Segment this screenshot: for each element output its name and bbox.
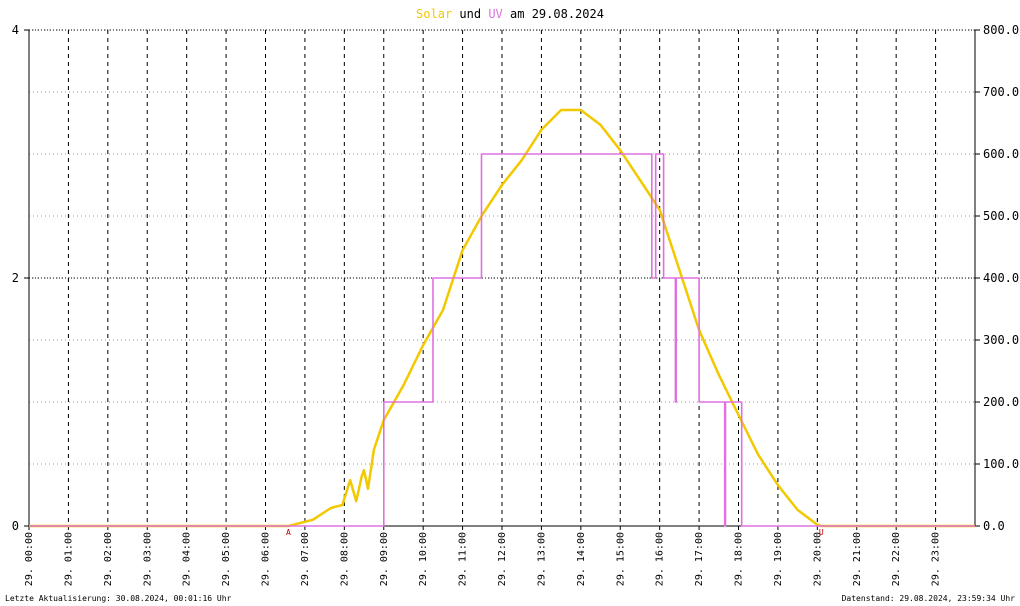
- x-tick-label: 29. 02:00: [103, 532, 114, 586]
- x-tick-label: 29. 05:00: [221, 532, 232, 586]
- footer-right: Datenstand: 29.08.2024, 23:59:34 Uhr: [842, 594, 1016, 603]
- title-joiner: und: [459, 7, 481, 21]
- x-tick-label: 29. 10:00: [418, 532, 429, 586]
- data-line: [29, 153, 975, 527]
- x-tick-label: 29. 16:00: [655, 532, 666, 586]
- y2-tick-label: 600.0: [983, 147, 1019, 161]
- y2-tick-label: 100.0: [983, 457, 1019, 471]
- x-tick-label: 29. 01:00: [63, 532, 74, 586]
- x-tick-label: 29. 23:00: [931, 532, 942, 586]
- title-suffix: am 29.08.2024: [510, 7, 604, 21]
- x-tick-label: 29. 07:00: [300, 532, 311, 586]
- y2-tick-label: 0.0: [983, 519, 1005, 533]
- title-solar: Solar: [416, 7, 452, 21]
- annotation: A: [286, 528, 291, 537]
- annotation: U: [819, 528, 824, 537]
- x-tick-label: 29. 20:00: [812, 532, 823, 586]
- x-tick-label: 29. 18:00: [734, 532, 745, 586]
- x-tick-label: 29. 22:00: [891, 532, 902, 586]
- title-uv: UV: [488, 7, 502, 21]
- y2-tick-label: 800.0: [983, 23, 1019, 37]
- x-tick-label: 29. 17:00: [694, 532, 705, 586]
- y2-tick-label: 400.0: [983, 271, 1019, 285]
- y-tick-label: 4: [12, 23, 19, 37]
- y2-tick-label: 300.0: [983, 333, 1019, 347]
- x-tick-label: 29. 12:00: [497, 532, 508, 586]
- x-tick-label: 29. 00:00: [24, 532, 35, 586]
- y-tick-label: 0: [12, 519, 19, 533]
- y2-tick-label: 200.0: [983, 395, 1019, 409]
- x-tick-label: 29. 13:00: [536, 532, 547, 586]
- x-tick-label: 29. 09:00: [379, 532, 390, 586]
- x-tick-label: 29. 14:00: [576, 532, 587, 586]
- x-tick-label: 29. 15:00: [615, 532, 626, 586]
- x-tick-label: 29. 06:00: [261, 532, 272, 586]
- x-tick-label: 29. 08:00: [339, 532, 350, 586]
- y2-tick-label: 500.0: [983, 209, 1019, 223]
- x-tick-label: 29. 19:00: [773, 532, 784, 586]
- footer-left: Letzte Aktualisierung: 30.08.2024, 00:01…: [5, 594, 232, 603]
- x-tick-label: 29. 04:00: [182, 532, 193, 586]
- x-tick-label: 29. 03:00: [142, 532, 153, 586]
- y2-tick-label: 700.0: [983, 85, 1019, 99]
- x-tick-label: 29. 21:00: [852, 532, 863, 586]
- x-tick-label: 29. 11:00: [458, 532, 469, 586]
- y-tick-label: 2: [12, 271, 19, 285]
- chart-title: Solar und UV am 29.08.2024: [416, 7, 604, 21]
